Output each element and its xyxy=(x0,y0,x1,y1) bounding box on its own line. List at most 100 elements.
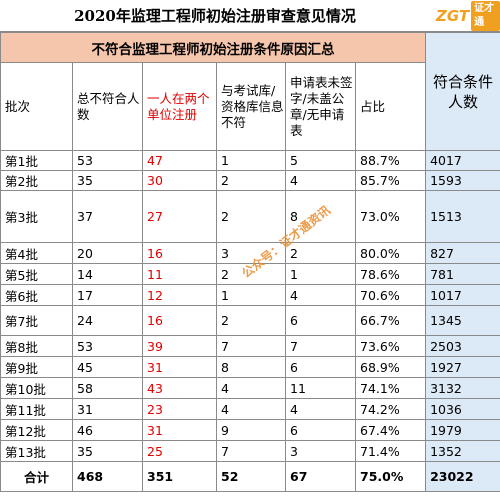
cell-db-mismatch: 9 xyxy=(216,419,286,441)
cell-unsigned: 4 xyxy=(285,398,356,420)
cell-total: 35 xyxy=(72,440,143,462)
cell-unsigned: 6 xyxy=(285,419,356,441)
cell-batch: 第9批 xyxy=(0,356,73,378)
cell-batch: 第5批 xyxy=(0,263,73,285)
cell-batch: 第11批 xyxy=(0,398,73,420)
table-row: 第8批 53 39 7 7 73.6% 2503 xyxy=(0,335,500,357)
cell-ratio: 78.6% xyxy=(354,263,427,285)
table-row: 第1批 53 47 1 5 88.7% 4017 xyxy=(0,150,500,171)
cell-qualified: 827 xyxy=(425,242,500,264)
cell-two-units: 39 xyxy=(142,335,217,357)
cell-unsigned: 4 xyxy=(285,170,356,191)
cell-ratio: 74.1% xyxy=(354,377,427,399)
title-bar: 2020年监理工程师初始注册审查意见情况 ZGT 证才通 xyxy=(0,0,500,32)
table-row: 第11批 31 23 4 4 74.2% 1036 xyxy=(0,398,500,420)
cell-unsigned: 7 xyxy=(285,335,356,357)
cell-qualified: 3132 xyxy=(425,377,500,399)
cell-batch: 第12批 xyxy=(0,419,73,441)
cell-ratio: 80.0% xyxy=(354,242,427,264)
total-ratio: 75.0% xyxy=(354,461,427,492)
summary-table: 不符合监理工程师初始注册条件原因汇总 符合条件人数 批次 总不符合人数 一人在两… xyxy=(0,32,500,492)
table-row: 第3批 37 27 2 8 73.0% 1513 xyxy=(0,190,500,243)
cell-ratio: 67.4% xyxy=(354,419,427,441)
cell-ratio: 70.6% xyxy=(354,284,427,306)
header-two-units: 一人在两个单位注册 xyxy=(142,62,217,151)
cell-qualified: 1036 xyxy=(425,398,500,420)
cell-qualified: 1513 xyxy=(425,190,500,243)
cell-qualified: 781 xyxy=(425,263,500,285)
cell-two-units: 27 xyxy=(142,190,217,243)
table-row: 第12批 46 31 9 6 67.4% 1979 xyxy=(0,419,500,441)
cell-ratio: 68.9% xyxy=(354,356,427,378)
header-ratio: 占比 xyxy=(354,62,427,151)
cell-batch: 第13批 xyxy=(0,440,73,462)
cell-total: 24 xyxy=(72,305,143,336)
table-row: 第6批 17 12 1 4 70.6% 1017 xyxy=(0,284,500,306)
cell-db-mismatch: 4 xyxy=(216,377,286,399)
cell-two-units: 11 xyxy=(142,263,217,285)
cell-ratio: 85.7% xyxy=(354,170,427,191)
cell-db-mismatch: 2 xyxy=(216,305,286,336)
cell-batch: 第6批 xyxy=(0,284,73,306)
cell-two-units: 47 xyxy=(142,150,217,171)
cell-qualified: 1345 xyxy=(425,305,500,336)
cell-two-units: 31 xyxy=(142,356,217,378)
header-qualified: 符合条件人数 xyxy=(425,32,500,151)
cell-two-units: 16 xyxy=(142,242,217,264)
total-db-mismatch: 52 xyxy=(216,461,286,492)
cell-batch: 第1批 xyxy=(0,150,73,171)
total-row: 合计 468 351 52 67 75.0% 23022 xyxy=(0,461,500,492)
cell-db-mismatch: 2 xyxy=(216,190,286,243)
cell-qualified: 1593 xyxy=(425,170,500,191)
cell-db-mismatch: 1 xyxy=(216,150,286,171)
total-label: 合计 xyxy=(0,461,73,492)
cell-ratio: 73.6% xyxy=(354,335,427,357)
table-row: 第4批 20 16 3 2 80.0% 827 xyxy=(0,242,500,264)
cell-unsigned: 2 xyxy=(285,242,356,264)
total-fail: 468 xyxy=(72,461,143,492)
total-qualified: 23022 xyxy=(425,461,500,492)
brand-logo: ZGT 证才通 xyxy=(436,1,500,31)
cell-qualified: 1017 xyxy=(425,284,500,306)
cell-total: 31 xyxy=(72,398,143,420)
cell-ratio: 66.7% xyxy=(354,305,427,336)
cell-two-units: 23 xyxy=(142,398,217,420)
cell-batch: 第7批 xyxy=(0,305,73,336)
cell-unsigned: 4 xyxy=(285,284,356,306)
cell-ratio: 73.0% xyxy=(354,190,427,243)
cell-unsigned: 3 xyxy=(285,440,356,462)
total-two-units: 351 xyxy=(142,461,217,492)
cell-unsigned: 11 xyxy=(285,377,356,399)
header-batch: 批次 xyxy=(0,62,73,151)
cell-total: 45 xyxy=(72,356,143,378)
cell-unsigned: 6 xyxy=(285,356,356,378)
cell-total: 37 xyxy=(72,190,143,243)
cell-db-mismatch: 8 xyxy=(216,356,286,378)
cell-unsigned: 5 xyxy=(285,150,356,171)
cell-ratio: 74.2% xyxy=(354,398,427,420)
cell-total: 20 xyxy=(72,242,143,264)
header-unsigned: 申请表未签字/未盖公章/无申请表 xyxy=(285,62,356,151)
cell-batch: 第4批 xyxy=(0,242,73,264)
table-row: 第2批 35 30 2 4 85.7% 1593 xyxy=(0,170,500,191)
cell-db-mismatch: 7 xyxy=(216,440,286,462)
page-title: 2020年监理工程师初始注册审查意见情况 xyxy=(74,7,356,25)
cell-total: 35 xyxy=(72,170,143,191)
cell-two-units: 12 xyxy=(142,284,217,306)
cell-unsigned: 6 xyxy=(285,305,356,336)
cell-ratio: 71.4% xyxy=(354,440,427,462)
logo-box: 证才通 xyxy=(471,1,500,31)
cell-total: 58 xyxy=(72,377,143,399)
cell-unsigned: 1 xyxy=(285,263,356,285)
cell-qualified: 1352 xyxy=(425,440,500,462)
cell-two-units: 31 xyxy=(142,419,217,441)
cell-qualified: 1927 xyxy=(425,356,500,378)
cell-batch: 第10批 xyxy=(0,377,73,399)
table-row: 第10批 58 43 4 11 74.1% 3132 xyxy=(0,377,500,399)
cell-ratio: 88.7% xyxy=(354,150,427,171)
cell-db-mismatch: 2 xyxy=(216,170,286,191)
table-row: 第9批 45 31 8 6 68.9% 1927 xyxy=(0,356,500,378)
cell-batch: 第8批 xyxy=(0,335,73,357)
cell-qualified: 4017 xyxy=(425,150,500,171)
cell-qualified: 2503 xyxy=(425,335,500,357)
